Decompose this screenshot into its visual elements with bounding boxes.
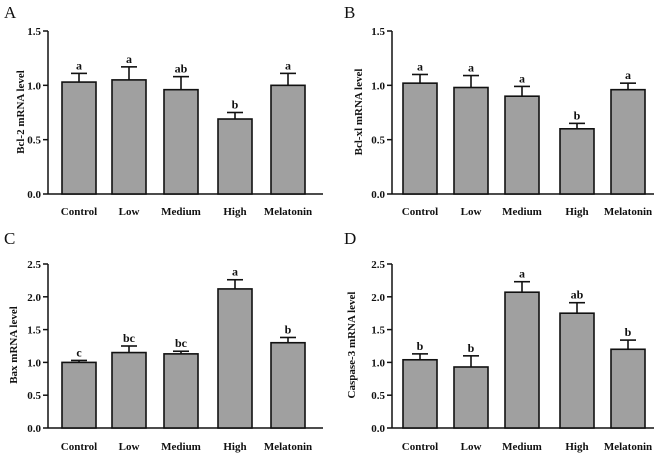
panel-letter: A [4,3,17,22]
bar [270,84,306,195]
bar [504,291,540,429]
y-tick-label: 1.5 [371,325,385,337]
bar [504,95,540,195]
x-tick-label: Low [119,441,140,453]
significance-label: b [232,98,239,112]
significance-label: a [417,59,423,73]
significance-label: a [519,267,525,281]
panel-letter: B [344,3,355,22]
x-tick-label: Medium [161,441,201,453]
y-tick-label: 0.5 [371,390,385,402]
y-tick-label: 1.0 [371,357,385,369]
y-tick-label: 0.5 [27,135,41,147]
y-tick-label: 0.0 [27,189,41,201]
significance-label: a [468,61,474,75]
bar [610,88,646,195]
bar [111,351,147,429]
x-tick-label: High [223,441,246,453]
x-tick-label: Control [61,441,97,453]
bar [217,118,253,195]
x-tick-label: Low [119,206,140,218]
significance-label: a [232,265,238,279]
panel-b: B Bcl-xl mRNA level 0.0 0.5 1.0 1.5 a Control… [344,3,654,218]
bar [217,288,253,429]
bar [163,353,199,429]
significance-label: bc [175,336,188,350]
y-tick-label: 1.5 [27,325,41,337]
y-tick-label: 0.5 [371,135,385,147]
y-axis-label: Bcl-xl mRNA level [353,69,365,156]
x-tick-label: Medium [502,206,542,218]
x-tick-label: Melatonin [604,206,652,218]
y-tick-label: 2.0 [27,292,41,304]
significance-label: a [519,71,525,85]
bar [559,312,595,429]
significance-label: b [574,108,581,122]
y-tick-label: 0.0 [27,423,41,435]
significance-label: ab [175,62,188,76]
significance-label: a [625,68,631,82]
x-tick-label: Low [461,206,482,218]
panel-c: C Bax mRNA level 0.0 0.5 1.0 1.5 2.0 2.5 c Cont… [4,229,323,453]
x-tick-label: Medium [502,441,542,453]
bar [61,361,97,429]
bar [610,348,646,429]
x-tick-label: Medium [161,206,201,218]
y-tick-label: 2.0 [371,292,385,304]
bar [111,79,147,195]
x-tick-label: High [565,206,588,218]
bar [402,358,438,429]
panel-letter: D [344,229,356,248]
significance-label: c [76,345,82,359]
significance-label: bc [123,331,136,345]
significance-label: a [285,58,291,72]
x-tick-label: Melatonin [264,441,312,453]
panel-a: A Bcl-2 mRNA level 0.0 0.5 1.0 1.5 a Control a… [4,3,323,218]
bar [163,88,199,195]
y-tick-label: 2.5 [371,259,385,271]
significance-label: ab [571,288,584,302]
significance-label: b [625,325,632,339]
bar [61,81,97,195]
panel-d: D Caspase-3 mRNA level 0.0 0.5 1.0 1.5 2.0 2.… [344,229,654,453]
bar [559,128,595,195]
x-tick-label: Melatonin [604,441,652,453]
y-tick-label: 1.0 [371,80,385,92]
bar [453,86,489,195]
y-tick-label: 0.0 [371,189,385,201]
y-tick-label: 1.0 [27,80,41,92]
bar [402,82,438,195]
y-tick-label: 1.5 [371,26,385,38]
x-tick-label: Control [402,441,438,453]
y-tick-label: 2.5 [27,259,41,271]
y-tick-label: 0.5 [27,390,41,402]
y-axis-label: Caspase-3 mRNA level [346,292,358,399]
x-tick-label: High [565,441,588,453]
y-axis-label: Bcl-2 mRNA level [15,70,27,154]
significance-label: b [417,339,424,353]
significance-label: a [126,52,132,66]
x-tick-label: Control [61,206,97,218]
significance-label: b [285,322,292,336]
x-tick-label: High [223,206,246,218]
significance-label: a [76,58,82,72]
x-tick-label: Low [461,441,482,453]
x-tick-label: Melatonin [264,206,312,218]
plot-area: 0.0 0.5 1.0 1.5 a Control a Low a Medium b High a Mel… [371,26,654,218]
y-tick-label: 1.5 [27,26,41,38]
y-tick-label: 1.0 [27,357,41,369]
panel-letter: C [4,229,15,248]
y-tick-label: 0.0 [371,423,385,435]
significance-label: b [468,341,475,355]
plot-area: 0.0 0.5 1.0 1.5 2.0 2.5 c Control bc Low bc Medium a… [27,259,323,453]
x-tick-label: Control [402,206,438,218]
bar [270,341,306,429]
bar [453,366,489,429]
plot-area: 0.0 0.5 1.0 1.5 a Control a Low ab Medium b High a Me… [27,26,323,218]
plot-area: 0.0 0.5 1.0 1.5 2.0 2.5 b Control b Low a Medium ab H… [371,259,654,453]
y-axis-label: Bax mRNA level [8,306,20,384]
